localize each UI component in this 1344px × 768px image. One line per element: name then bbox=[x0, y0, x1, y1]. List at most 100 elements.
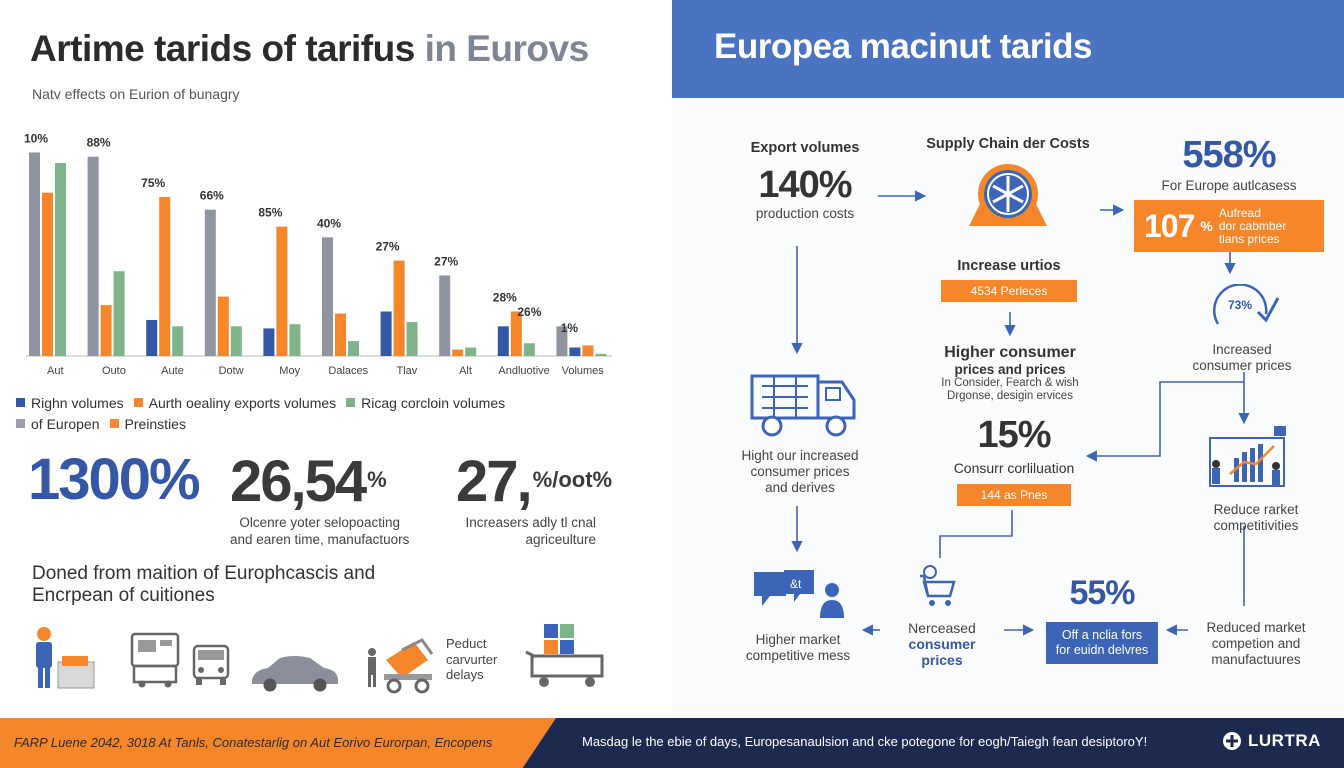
legend-item: Ricag corcloin volumes bbox=[346, 395, 505, 411]
x-tick-label: Dotw bbox=[219, 365, 244, 377]
export-volumes-value: 140% bbox=[758, 164, 852, 206]
legend-swatch bbox=[16, 398, 25, 407]
legend-label: of Europen bbox=[31, 415, 100, 432]
legend-item: Righn volumes bbox=[16, 395, 124, 411]
bar-tlav-s1 bbox=[380, 311, 392, 356]
logo-mark-icon bbox=[1223, 732, 1241, 750]
gauge-icon bbox=[1213, 283, 1280, 325]
europe-value: 558% bbox=[1182, 134, 1276, 176]
right-title: Europea macinut tarids bbox=[714, 27, 1092, 66]
higher-market-node: Higher market competitive mess bbox=[745, 632, 851, 663]
bar-value-label: 27% bbox=[434, 254, 458, 268]
legend-swatch bbox=[109, 419, 119, 428]
bar-alt-s2 bbox=[452, 349, 464, 356]
footer-orange-band bbox=[0, 718, 556, 768]
supply-chain-gauge-icon bbox=[969, 164, 1047, 226]
bar-value-label: 66% bbox=[200, 189, 224, 203]
svg-text:&t: &t bbox=[790, 577, 802, 591]
stat-description: Olcenre yoter selopoacting and earen tim… bbox=[230, 515, 410, 547]
machine-icon bbox=[130, 632, 180, 688]
footer-bar: FARP Luene 2042, 3018 At Tanls, Conatest… bbox=[0, 718, 1344, 768]
bar-value-label: 28% bbox=[493, 290, 517, 304]
icons-row bbox=[28, 620, 628, 700]
people-chat-icon: &t bbox=[754, 570, 844, 618]
bar-aut-s2 bbox=[42, 192, 53, 356]
bar-dotw-s2 bbox=[217, 296, 229, 356]
bar-value-label: 1% bbox=[561, 321, 579, 335]
legend-item: Aurth oealiny exports volumes bbox=[133, 394, 337, 411]
brand-name: LURTRA bbox=[1248, 731, 1321, 750]
cement-mixer-icon bbox=[368, 638, 434, 694]
car-icon bbox=[252, 656, 338, 692]
x-tick-label: Alt bbox=[459, 365, 472, 377]
supply-chain-node: Supply Chain der Costs bbox=[916, 136, 1100, 243]
bar-value-label: 10% bbox=[24, 131, 48, 145]
chart-legend: Righn volumes Aurth oealiny exports volum… bbox=[16, 392, 616, 434]
europe-node: 558% For Europe autlcasess 107 % Aufread… bbox=[1134, 134, 1324, 252]
bar-value-label: 85% bbox=[258, 206, 282, 220]
chart-subtitle: Natv effects on Eurion of bunagry bbox=[32, 86, 240, 102]
legend-row: of Europen Preinsties bbox=[16, 413, 616, 434]
stat-2: 26,54% Olcenre yoter selopoacting and ea… bbox=[230, 448, 409, 548]
bar-aute-s3 bbox=[172, 326, 184, 356]
bar-andluotive-s3 bbox=[523, 343, 535, 356]
legend-label: Aurth oealiny exports volumes bbox=[148, 394, 337, 411]
reduced-market-node: Reduced market competion and manufactuur… bbox=[1206, 620, 1306, 667]
bar-chart-svg: Aut Outo Aute Dotw Moy Dalaces Tlav Alt Andluoti… bbox=[24, 131, 612, 377]
increase-orange-box: 4534 Perleces bbox=[941, 280, 1077, 302]
bar-moy-s1 bbox=[263, 328, 275, 356]
shopping-cart-icon bbox=[920, 565, 956, 606]
bar-dalaces-s3 bbox=[348, 341, 359, 356]
legend-swatch bbox=[133, 398, 143, 407]
bar-chart: Aut Outo Aute Dotw Moy Dalaces Tlav Alt Andluoti… bbox=[20, 112, 620, 382]
bar-volumes-s3 bbox=[595, 353, 607, 356]
nerceased-node: Nerceased consumer prices bbox=[908, 620, 976, 668]
higher-consumer-node: Higher consumer prices and prices In Con… bbox=[941, 344, 1079, 402]
stat-3: 27,%/oot% Increasers adly tl cnal agrice… bbox=[456, 448, 612, 548]
legend-label: Righn volumes bbox=[31, 394, 124, 411]
x-tick-label: Volumes bbox=[562, 365, 605, 377]
bar-volumes-s0 bbox=[556, 326, 568, 356]
legend-swatch bbox=[16, 419, 25, 428]
x-tick-label: Dalaces bbox=[328, 365, 368, 377]
cart-boxes-icon bbox=[525, 624, 604, 687]
bar-moy-s3 bbox=[289, 324, 301, 356]
stat-value: 27,%/oot% bbox=[456, 449, 613, 514]
bar-dalaces-s0 bbox=[322, 237, 333, 356]
gauge-node: 73% bbox=[1208, 283, 1280, 334]
bar-aut-s0 bbox=[29, 152, 40, 356]
worker-icon bbox=[36, 627, 95, 689]
bar-volumes-s2 bbox=[582, 345, 594, 356]
bar-andluotive-s2 bbox=[510, 311, 522, 356]
bar-dalaces-s2 bbox=[335, 313, 346, 356]
title-main: Artime tarids of tarifus bbox=[30, 28, 415, 69]
van-icon bbox=[192, 644, 230, 685]
flow-arrows bbox=[791, 190, 1250, 636]
fifteen-orange-box: 144 as Pnes bbox=[957, 484, 1071, 506]
reduce-market-node: Reduce rarket competitivities bbox=[1213, 502, 1299, 533]
stat-value: 26,54% bbox=[230, 449, 387, 514]
bar-dotw-s0 bbox=[204, 209, 216, 356]
x-tick-label: Andluotive bbox=[498, 365, 549, 377]
bar-volumes-s1 bbox=[569, 347, 581, 356]
page-title: Artime tarids of tarifus in Eurovs bbox=[30, 28, 589, 70]
bar-value-label: 27% bbox=[376, 240, 400, 254]
fifteen-value: 15% bbox=[977, 414, 1051, 456]
x-tick-label: Tlav bbox=[397, 365, 418, 377]
bar-moy-s2 bbox=[276, 226, 288, 356]
bar-outo-s2 bbox=[100, 305, 112, 356]
bar-tlav-s2 bbox=[393, 260, 405, 356]
brand-logo[interactable]: LURTRA bbox=[1222, 731, 1321, 751]
legend-row: Righn volumes Aurth oealiny exports volum… bbox=[16, 392, 616, 413]
presentation-chart-icon bbox=[1209, 426, 1286, 487]
bar-value-label: 26% bbox=[517, 305, 541, 319]
bar-andluotive-s1 bbox=[497, 326, 509, 356]
fifteen-node: 15% Consurr corliluation 144 as Pnes bbox=[934, 414, 1094, 506]
big-stats: 1300% 26,54% Olcenre yoter selopoacting … bbox=[28, 448, 648, 548]
increased-prices-node: Increased consumer prices bbox=[1192, 342, 1292, 373]
truck-icon bbox=[750, 374, 856, 437]
bar-dotw-s3 bbox=[230, 326, 242, 356]
x-tick-label: Aut bbox=[47, 365, 64, 377]
bar-outo-s0 bbox=[87, 156, 99, 356]
delay-label: Peduct carvurter delays bbox=[446, 636, 498, 682]
